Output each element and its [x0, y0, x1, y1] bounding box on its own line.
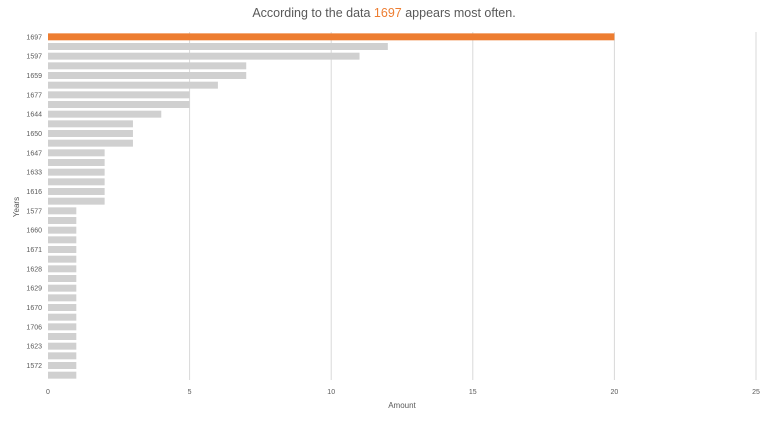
bar [48, 371, 77, 379]
bar [48, 275, 77, 282]
y-tick-label: 1659 [26, 73, 42, 80]
bar [48, 110, 162, 118]
y-axis-label: Years [12, 197, 21, 217]
bar [48, 323, 77, 331]
x-tick-label: 20 [611, 389, 619, 396]
bar [48, 168, 105, 176]
x-axis-label: Amount [388, 401, 416, 410]
chart-title: According to the data 1697 appears most … [0, 6, 768, 20]
bar [48, 139, 133, 147]
bar [48, 352, 77, 360]
title-text-start: According to the data [252, 6, 374, 20]
bar [48, 43, 388, 50]
y-tick-label: 1697 [26, 34, 42, 41]
x-tick-labels: 0 5 10 15 20 25 [46, 389, 760, 396]
bar [48, 304, 77, 311]
x-tick-label: 0 [46, 389, 50, 396]
bar [48, 120, 133, 128]
y-tick-label: 1644 [26, 112, 42, 119]
bar [48, 362, 77, 369]
y-tick-label: 1677 [26, 92, 42, 99]
bar [48, 294, 77, 302]
y-tick-label: 1628 [26, 266, 42, 273]
bar [48, 342, 77, 350]
x-tick-label: 25 [752, 389, 760, 396]
y-tick-label: 1597 [26, 54, 42, 61]
y-tick-label: 1706 [26, 324, 42, 331]
x-tick-label: 5 [188, 389, 192, 396]
bar-highlight [48, 33, 615, 41]
bar [48, 149, 105, 157]
y-tick-label: 1616 [26, 189, 42, 196]
bar [48, 265, 77, 273]
bar [48, 81, 218, 89]
bar [48, 159, 105, 166]
bar [48, 255, 77, 263]
x-tick-label: 10 [327, 389, 335, 396]
y-tick-labels: 1697 1597 1659 1677 1644 1650 1647 1633 1616 1577… [26, 34, 42, 370]
bar [48, 246, 77, 253]
bar [48, 226, 77, 234]
y-tick-label: 1623 [26, 344, 42, 351]
bar [48, 236, 77, 244]
bar [48, 91, 190, 99]
title-highlight-year: 1697 [373, 6, 402, 20]
title-text-end: appears most often. [401, 6, 516, 20]
gridlines [189, 32, 757, 380]
bar [48, 52, 360, 60]
bar [48, 62, 247, 70]
y-tick-label: 1660 [26, 228, 42, 235]
bar [48, 72, 247, 79]
y-tick-label: 1670 [26, 305, 42, 312]
bar [48, 313, 77, 321]
y-tick-label: 1577 [26, 208, 42, 215]
y-tick-label: 1629 [26, 286, 42, 293]
bar [48, 207, 77, 215]
bar [48, 130, 133, 137]
bar [48, 101, 190, 108]
y-tick-label: 1650 [26, 131, 42, 138]
bar [48, 197, 105, 205]
bar [48, 333, 77, 340]
x-tick-label: 15 [469, 389, 477, 396]
y-tick-label: 1633 [26, 170, 42, 177]
bar [48, 188, 105, 195]
y-tick-label: 1647 [26, 150, 42, 157]
bar [48, 178, 105, 186]
bars [48, 33, 615, 379]
y-tick-label: 1671 [26, 247, 42, 254]
y-tick-label: 1572 [26, 363, 42, 370]
bar [48, 217, 77, 224]
bar [48, 284, 77, 292]
